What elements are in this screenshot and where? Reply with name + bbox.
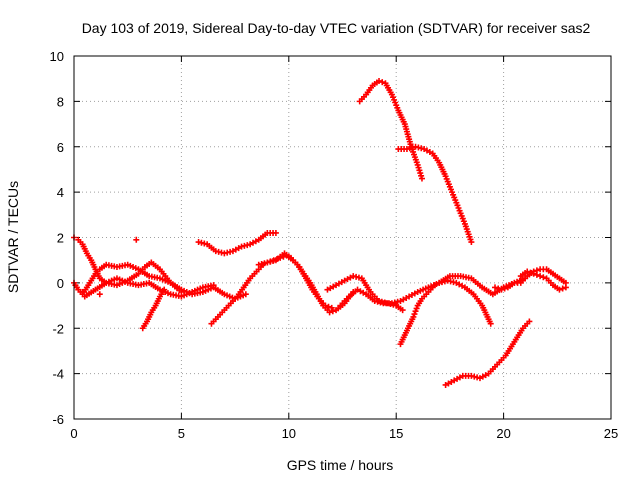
data-point-outliers: [133, 236, 140, 243]
data-point-trace-n: [495, 285, 502, 292]
chart-title: Day 103 of 2019, Sidereal Day-to-day VTE…: [82, 20, 591, 36]
data-point-trace-o: [556, 286, 563, 293]
data-point-trace-f: [325, 303, 332, 310]
data-point-trace-n: [501, 285, 508, 292]
x-tick-label: 10: [282, 426, 296, 441]
y-tick-label: -2: [52, 321, 64, 336]
y-tick-label: 8: [57, 94, 64, 109]
data-point-outliers: [96, 291, 103, 298]
data-point-trace-a: [242, 291, 249, 298]
data-point-trace-j: [410, 313, 417, 320]
x-tick-label: 15: [389, 426, 403, 441]
data-point-trace-l: [468, 239, 475, 246]
data-point-trace-k: [376, 77, 383, 84]
data-point-trace-f: [328, 304, 335, 311]
data-point-trace-o: [533, 271, 540, 278]
data-point-trace-j: [413, 305, 420, 312]
data-point-trace-c: [210, 282, 217, 289]
data-point-trace-n: [492, 284, 499, 291]
data-point-trace-m: [526, 318, 533, 325]
data-point-trace-o: [527, 269, 534, 276]
data-point-trace-o: [524, 268, 531, 275]
x-tick-label: 20: [496, 426, 510, 441]
y-tick-label: 4: [57, 185, 64, 200]
data-point-trace-g: [329, 308, 336, 315]
data-point-trace-k: [379, 79, 386, 86]
x-tick-label: 25: [604, 426, 618, 441]
data-point-trace-k: [418, 175, 425, 182]
data-point-trace-g: [326, 309, 333, 316]
y-tick-label: -6: [52, 412, 64, 427]
data-point-trace-j: [412, 308, 419, 315]
y-tick-label: 6: [57, 140, 64, 155]
x-axis-label: GPS time / hours: [287, 457, 394, 473]
data-point-trace-e: [272, 229, 279, 236]
y-tick-label: 0: [57, 276, 64, 291]
y-tick-label: 10: [50, 49, 64, 64]
data-point-trace-h: [399, 307, 406, 314]
data-point-trace-d: [161, 286, 168, 293]
plot-border: [73, 55, 612, 420]
x-tick-label: 0: [70, 426, 77, 441]
data-point-trace-j: [487, 320, 494, 327]
y-axis-label: SDTVAR / TECUs: [5, 181, 21, 293]
y-tick-label: -4: [52, 367, 64, 382]
data-point-trace-o: [530, 270, 537, 277]
data-point-trace-o: [540, 274, 547, 281]
data-points: [71, 77, 569, 388]
data-point-trace-o: [562, 284, 569, 291]
axis-ticks: 0 5 10 15 20 25 -6 -4 -2 0 2 4 6 8 10: [50, 49, 619, 441]
y-tick-label: 2: [57, 231, 64, 246]
grid-lines: [74, 56, 611, 419]
x-tick-label: 5: [178, 426, 185, 441]
data-point-trace-o: [559, 285, 566, 292]
data-point-trace-n: [498, 286, 505, 293]
data-point-trace-j: [431, 282, 438, 289]
data-point-outliers: [79, 288, 86, 295]
data-point-trace-o: [537, 273, 544, 280]
data-point-trace-j: [411, 311, 418, 318]
